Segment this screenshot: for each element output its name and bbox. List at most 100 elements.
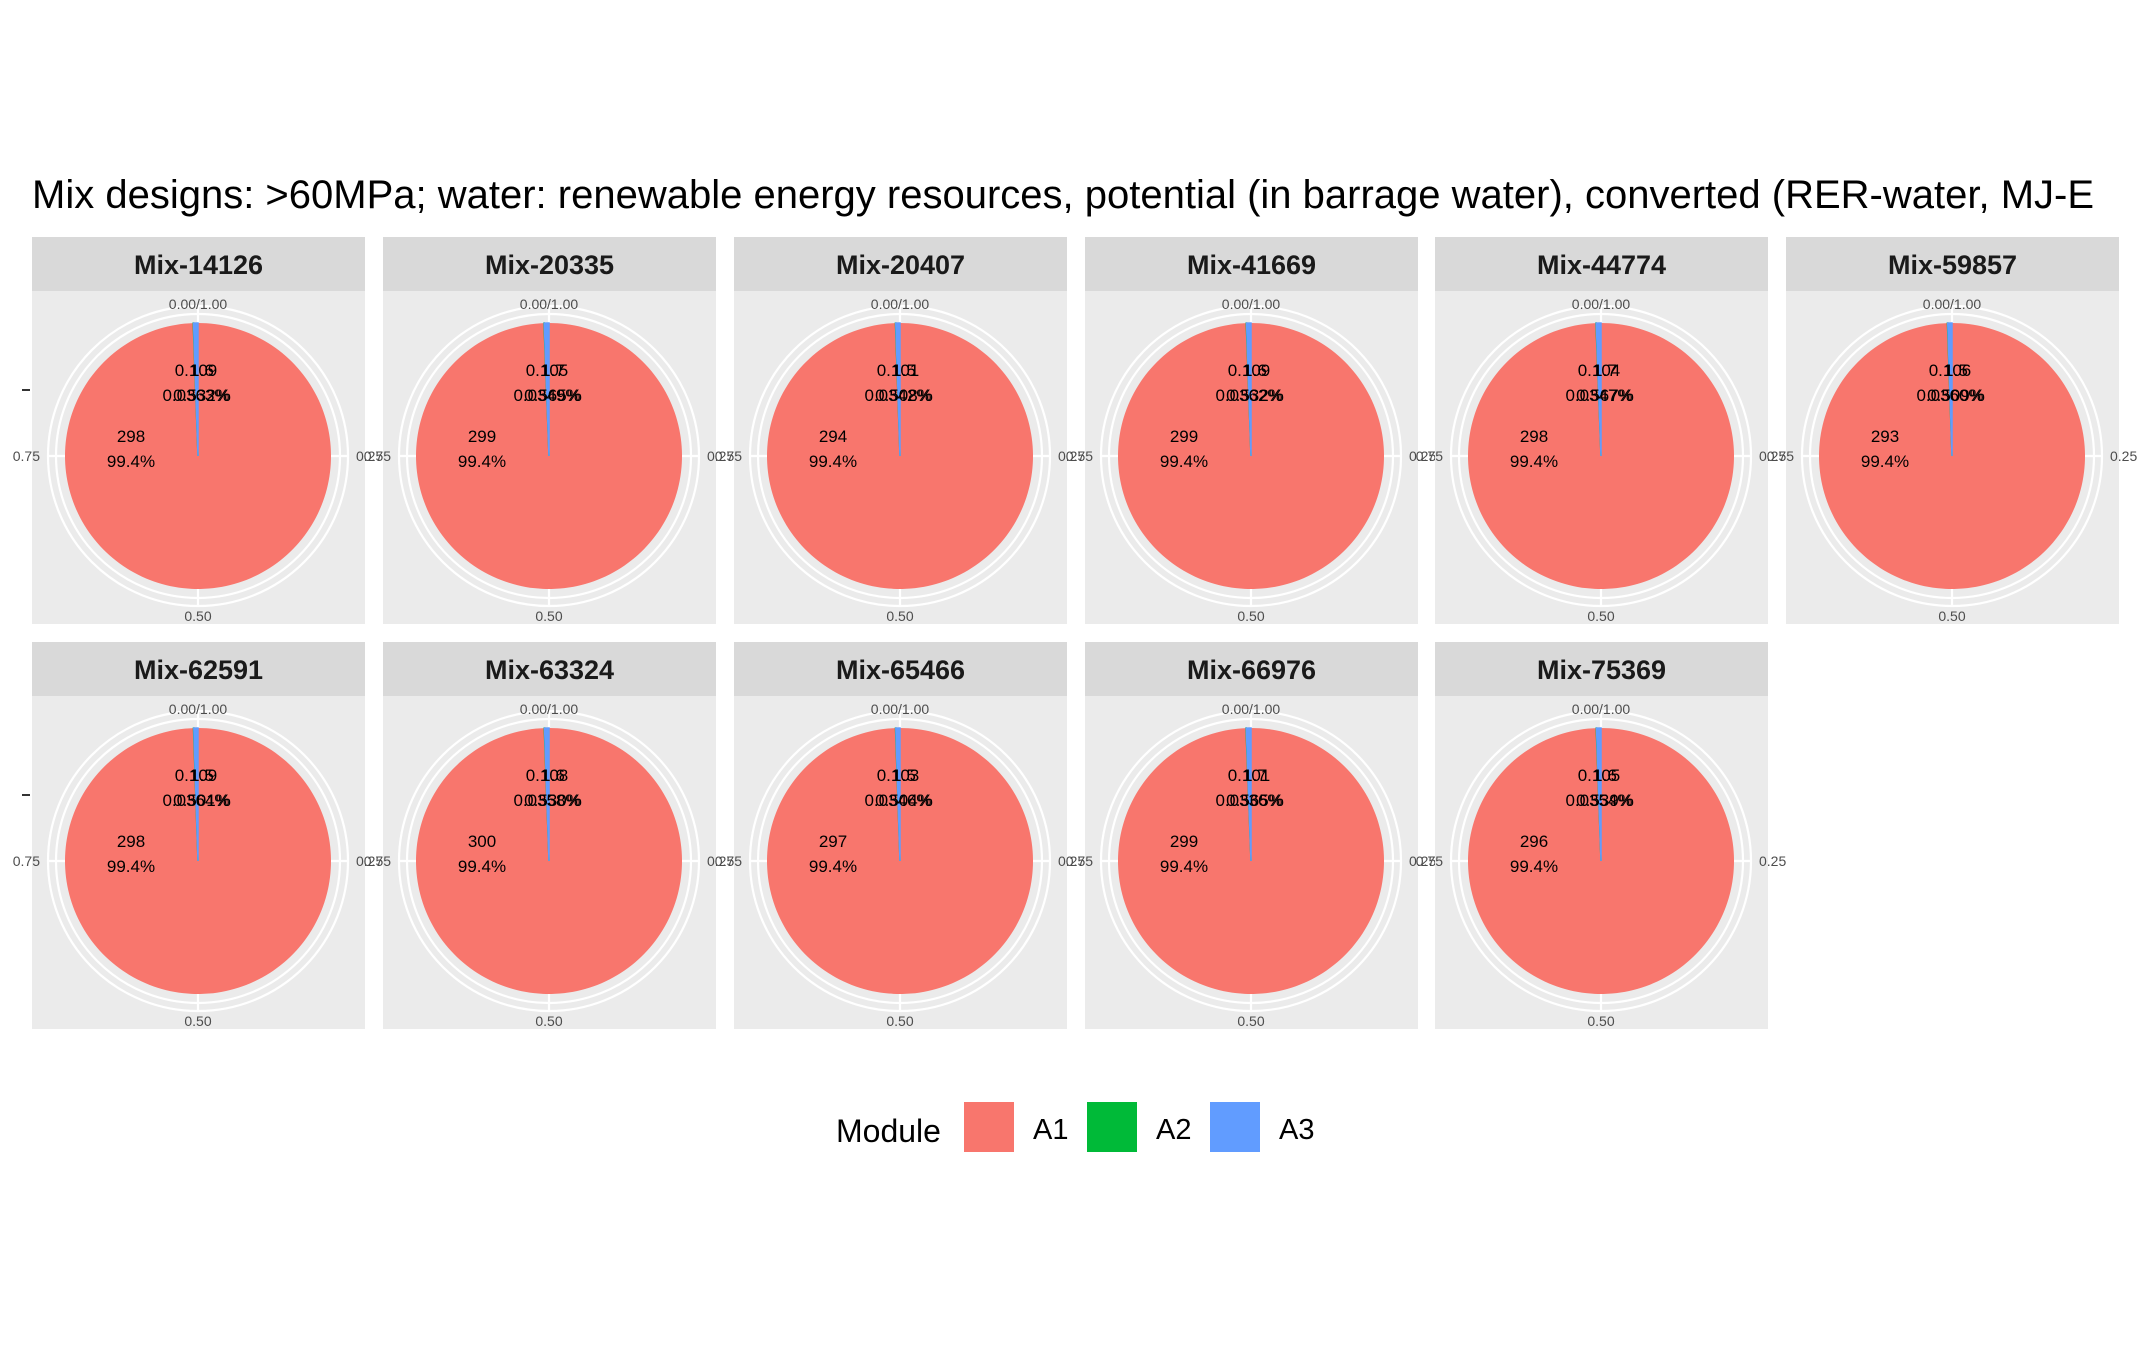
slice-value-label: 1.6 [1593,766,1617,785]
slice-percent-label: 0.0342% [864,386,931,405]
angle-tick-label: 0.25 [2110,448,2137,464]
facet-panel: Mix-59857 293 99.4% 0.106 0.0360% 1.5 0.509% 0.… [1767,237,2137,624]
facet-panel: Mix-20335 299 99.4% 0.105 0.0349% 1.7 0.565% 0.… [364,237,734,624]
angle-tick-label: 0.00/1.00 [1222,296,1281,312]
slice-value-label: 0.104 [1578,361,1621,380]
slice-value-label: 0.108 [526,766,569,785]
facet-strip [32,237,365,291]
angle-tick-label: 0.50 [1938,608,1965,624]
pie-slice-a3 [1245,322,1252,457]
angle-tick-label: 0.25 [1409,448,1436,464]
slice-percent-label: 0.508% [875,386,933,405]
angle-tick-label: 0.50 [1237,608,1264,624]
slice-percent-label: 99.4% [809,452,857,471]
pie-slice-a3 [543,322,550,457]
slice-percent-label: 99.4% [1510,857,1558,876]
pie-slice-a3 [895,727,901,862]
legend-key-a2 [1087,1102,1137,1152]
slice-percent-label: 0.0336% [1215,791,1282,810]
slice-percent-label: 99.4% [809,857,857,876]
slice-value-label: 1.7 [541,361,565,380]
slice-percent-label: 0.0354% [1565,791,1632,810]
angle-tick-label: 0.25 [707,853,734,869]
angle-tick-label: 0.75 [1066,448,1093,464]
facet-panel: Mix-14126 298 99.4% 0.109 0.0363% 1.6 0.532% 0.… [13,237,383,624]
slice-percent-label: 0.0362% [1215,386,1282,405]
slice-value-label: 299 [468,427,496,446]
slice-percent-label: 0.539% [1576,791,1634,810]
slice-value-label: 297 [819,832,847,851]
slice-percent-label: 0.0364% [162,791,229,810]
slice-value-label: 0.105 [526,361,569,380]
chart-title: Mix designs: >60MPa; water: renewable en… [32,173,2094,217]
legend-label-a1: A1 [1033,1114,1068,1146]
slice-value-label: 1.7 [1593,361,1617,380]
facet-title: Mix-75369 [1537,655,1666,685]
slice-percent-label: 0.0349% [513,386,580,405]
angle-tick-label: 0.75 [1066,853,1093,869]
slice-value-label: 1.6 [190,361,214,380]
legend: Module A1 A2 A3 [836,1102,1314,1152]
angle-tick-label: 0.75 [364,853,391,869]
facet-title: Mix-59857 [1888,250,2017,280]
facet-panels: Mix-1412629899.4%0.1090.0363%1.60.532%0.… [13,237,2137,1029]
slice-value-label: 1.5 [892,361,916,380]
slice-percent-label: 0.0347% [1565,386,1632,405]
slice-percent-label: 99.4% [458,857,506,876]
slice-value-label: 0.103 [877,766,920,785]
slice-value-label: 1.7 [1243,766,1267,785]
slice-percent-label: 0.509% [1927,386,1985,405]
angle-tick-label: 0.50 [1587,1013,1614,1029]
angle-tick-label: 0.75 [13,448,40,464]
angle-tick-label: 0.25 [707,448,734,464]
slice-value-label: 0.106 [1929,361,1972,380]
slice-value-label: 0.109 [175,766,218,785]
facet-strip [32,642,365,696]
slice-percent-label: 0.530% [524,791,582,810]
slice-value-label: 1.5 [190,766,214,785]
angle-tick-label: 0.50 [886,608,913,624]
slice-value-label: 1.6 [1243,361,1267,380]
facet-panel: Mix-20407 294 99.4% 0.101 0.0342% 1.5 0.508% 0.… [715,237,1085,624]
slice-value-label: 300 [468,832,496,851]
slice-value-label: 1.6 [541,766,565,785]
pie-slice-a3 [1946,322,1953,457]
facet-title: Mix-63324 [485,655,614,685]
slice-value-label: 0.105 [1578,766,1621,785]
pie-slice-a3 [543,727,550,862]
facet-title: Mix-44774 [1537,250,1666,280]
pie-slice-a3 [1245,727,1252,862]
angle-tick-label: 0.50 [886,1013,913,1029]
slice-percent-label: 0.0363% [162,386,229,405]
angle-tick-label: 0.50 [535,608,562,624]
facet-strip [1085,237,1418,291]
angle-tick-label: 0.00/1.00 [520,701,579,717]
facet-title: Mix-66976 [1187,655,1316,685]
facet-panel: Mix-66976 299 99.4% 0.101 0.0336% 1.7 0.565% 0.… [1066,642,1436,1029]
legend-label-a2: A2 [1156,1114,1191,1146]
slice-value-label: 0.109 [1228,361,1271,380]
angle-tick-label: 0.00/1.00 [169,296,228,312]
slice-value-label: 299 [1170,427,1198,446]
slice-value-label: 298 [1520,427,1548,446]
slice-percent-label: 99.4% [458,452,506,471]
facet-panel: Mix-41669 299 99.4% 0.109 0.0362% 1.6 0.532% 0.… [1066,237,1436,624]
pie-slice-a3 [193,727,199,862]
legend-key-a3 [1210,1102,1260,1152]
facet-panel: Mix-44774 298 99.4% 0.104 0.0347% 1.7 0.567% 0.… [1416,237,1786,624]
slice-percent-label: 0.501% [173,791,231,810]
slice-percent-label: 0.567% [1576,386,1634,405]
angle-tick-label: 0.00/1.00 [520,296,579,312]
angle-tick-label: 0.00/1.00 [871,701,930,717]
angle-tick-label: 0.75 [13,853,40,869]
slice-percent-label: 99.4% [107,857,155,876]
pie-slice-a3 [1595,322,1602,457]
facet-title: Mix-20335 [485,250,614,280]
slice-percent-label: 99.4% [107,452,155,471]
facet-strip [734,237,1067,291]
angle-tick-label: 0.00/1.00 [1923,296,1982,312]
slice-percent-label: 0.532% [1226,386,1284,405]
facet-panel: Mix-75369 296 99.4% 0.105 0.0354% 1.6 0.539% 0.… [1416,642,1786,1029]
slice-value-label: 1.5 [892,766,916,785]
facet-strip [1435,237,1768,291]
